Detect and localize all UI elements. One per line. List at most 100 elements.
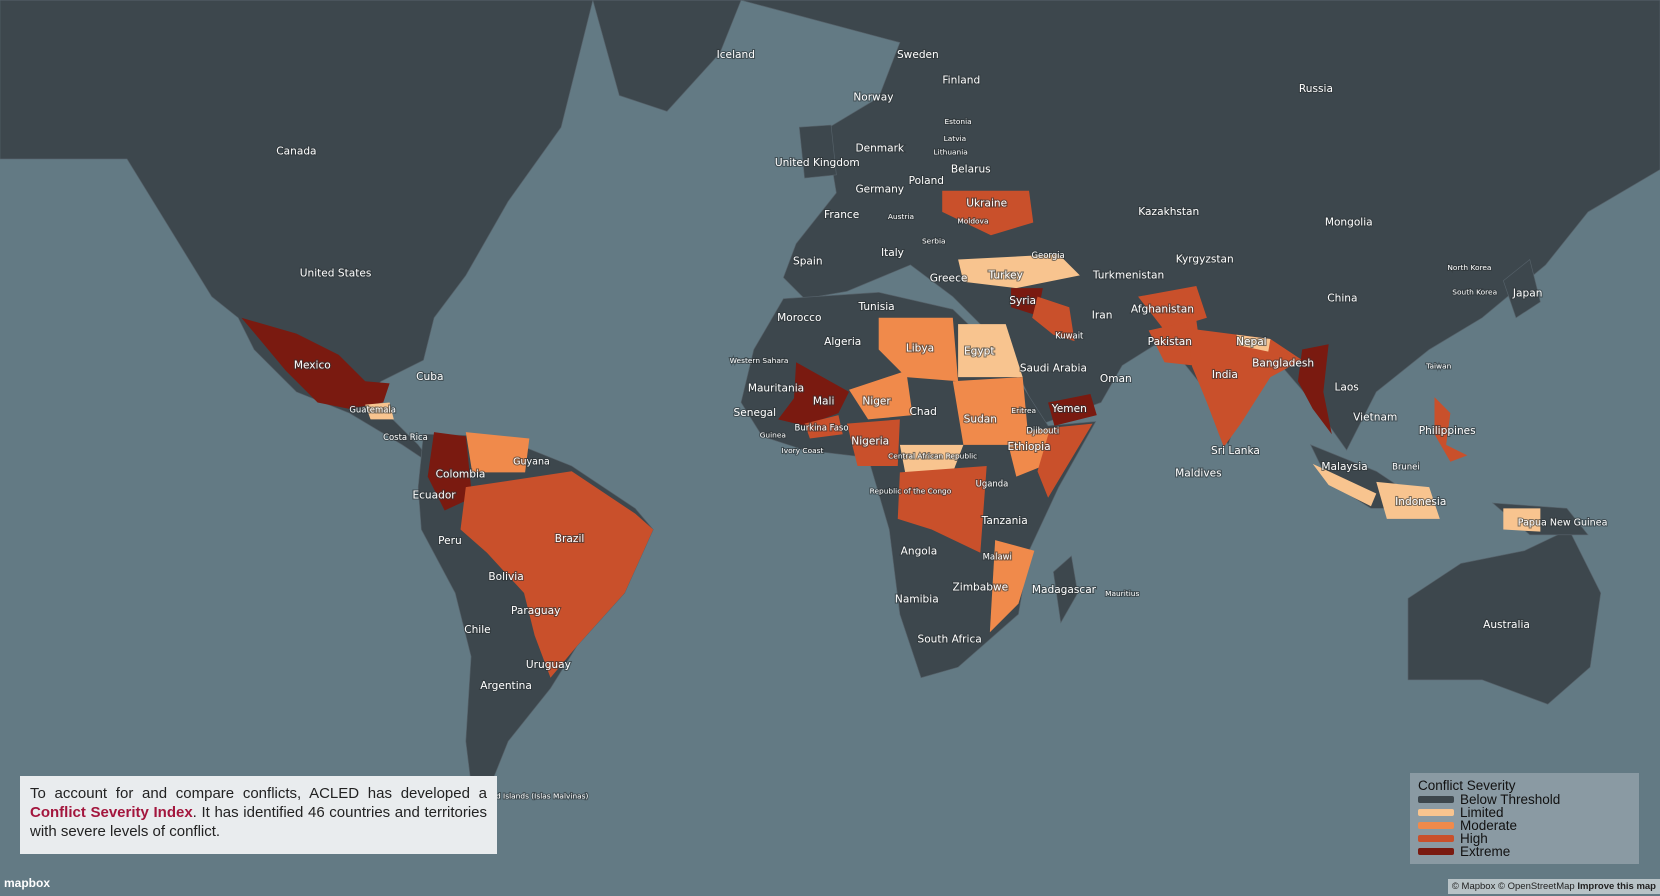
country-label: Egypt [964,346,995,358]
legend-swatch [1418,822,1454,829]
legend-item: High [1418,831,1639,846]
legend-swatch [1418,796,1454,803]
country-label: Iran [1092,310,1113,322]
country-label: Latvia [944,134,967,143]
country-label: Sweden [897,49,939,61]
legend-label: High [1460,831,1488,846]
country-label: Guinea [760,430,786,439]
country-label: China [1327,293,1357,305]
country-label: Estonia [944,117,971,126]
country-label: Peru [438,535,462,547]
country-label: Ukraine [966,197,1007,209]
country-label: Indonesia [1395,496,1446,508]
country-label: Serbia [922,237,946,246]
country-label: Uganda [976,478,1009,488]
country-label: Yemen [1051,403,1087,415]
country-label: India [1212,369,1238,381]
country-label: South Africa [917,634,981,646]
country-label: Nepal [1236,336,1267,348]
country-label: Russia [1299,83,1333,95]
country-label: Philippines [1419,425,1476,437]
legend-item: Below Threshold [1418,792,1639,807]
legend-item: Moderate [1418,818,1639,833]
country-label: Cuba [416,371,443,383]
country-label: Mauritania [748,383,804,395]
country-label: Sri Lanka [1211,445,1260,457]
country-label: Bolivia [488,571,523,583]
info-box: To account for and compare conflicts, AC… [20,776,497,854]
country-label: Republic of the Congo [870,486,952,495]
country-label: Iceland [717,49,755,61]
mapbox-logo[interactable]: mapbox [4,876,51,890]
country-label: Angola [901,546,938,558]
country-label: Sudan [964,413,997,425]
country-label: Belarus [951,164,991,176]
country-label: France [824,209,859,221]
country-label: Algeria [824,336,861,348]
country-label: Turkmenistan [1092,269,1164,281]
country-label: Japan [1512,287,1543,299]
country-label: Pakistan [1148,336,1192,348]
info-text: To account for and compare conflicts, AC… [30,785,487,802]
legend-item: Extreme [1418,844,1639,859]
country-label: Spain [793,256,823,268]
country-label: Tanzania [981,515,1028,527]
country-label: Italy [881,247,904,259]
country-label: Ivory Coast [782,446,824,455]
country-label: Djibouti [1026,426,1059,436]
country-label: Mexico [294,359,331,371]
country-label: Laos [1334,382,1358,394]
country-label: Chad [910,406,937,418]
country-label: Ethiopia [1007,441,1050,453]
improve-map[interactable]: Improve this map [1577,881,1656,892]
legend-swatch [1418,835,1454,842]
country-label: Austria [888,212,914,221]
attribution-osm[interactable]: © OpenStreetMap [1497,881,1575,892]
country-label: Maldives [1175,467,1221,479]
country-label: Mongolia [1325,217,1373,229]
legend-label: Moderate [1460,818,1518,833]
country-label: Eritrea [1011,406,1036,415]
country-label: Nigeria [851,436,889,448]
country-labels: Iceland Sweden Finland Russia Norway Canada Es… [275,48,1608,801]
info-link[interactable]: Conflict Severity Index [30,804,193,821]
country-label: Ecuador [412,490,456,502]
country-label: Tunisia [858,301,895,313]
country-label: Saudi Arabia [1020,363,1087,375]
attribution-mapbox[interactable]: © Mapbox [1451,881,1496,892]
country-label: United States [300,267,372,279]
country-label: Australia [1483,619,1530,631]
country-label: Kazakhstan [1138,206,1199,218]
country-label: Malawi [983,552,1012,562]
country-label: Libya [906,342,934,354]
country-label: Zimbabwe [953,582,1009,594]
country-label: Lithuania [934,148,968,157]
country-label: South Korea [1452,287,1497,296]
legend-label: Below Threshold [1460,792,1561,807]
country-label: Colombia [436,468,486,480]
country-label: United Kingdom [775,157,860,169]
country-label: Brunei [1392,462,1420,472]
country-label: Norway [853,92,893,104]
country-label: Morocco [777,312,821,324]
legend: Conflict Severity Below Threshold Limited M… [1410,773,1639,864]
country-label: Guyana [513,456,550,467]
country-label: Malaysia [1321,461,1367,473]
country-label: Turkey [988,269,1023,281]
country-label: Uruguay [526,659,571,671]
country-label: Mali [813,395,834,407]
country-label: North Korea [1447,263,1491,272]
country-label: Madagascar [1032,584,1097,596]
severity-regions [241,190,1541,678]
legend-label: Limited [1460,805,1504,820]
legend-label: Extreme [1460,844,1511,859]
legend-swatch [1418,809,1454,816]
country-label: Taiwan [1425,361,1451,370]
attribution: © Mapbox © OpenStreetMap Improve this ma… [1447,879,1660,894]
country-label: Brazil [555,533,585,545]
legend-item: Limited [1418,805,1639,820]
country-label: Kuwait [1055,330,1084,340]
country-label: Senegal [734,407,777,419]
country-label: Moldova [957,216,988,225]
